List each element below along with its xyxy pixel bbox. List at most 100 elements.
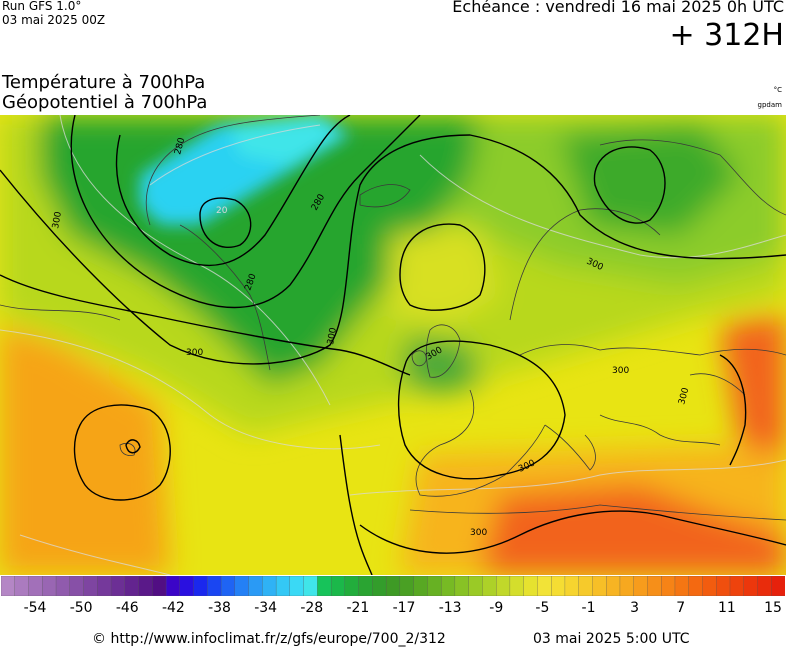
scale-swatch: [303, 576, 318, 596]
scale-tick-label: -38: [208, 600, 231, 616]
contour-300-north: [0, 134, 786, 365]
scale-swatch: [358, 576, 373, 596]
scale-swatch: [289, 576, 305, 596]
scale-swatch: [454, 576, 470, 596]
greenland-coast: [145, 115, 321, 226]
scale-swatch: [385, 576, 401, 596]
contour-300-south-west: [339, 434, 373, 575]
forecast-lead-time: + 312H: [669, 18, 785, 53]
isohypse-label: 300: [326, 327, 339, 346]
scandinavia-coast: [509, 208, 661, 321]
isotherm-label: 20: [216, 206, 228, 216]
isohypse-label: 300: [677, 386, 691, 405]
scale-swatch: [413, 576, 428, 596]
map-title-geopotential: Géopotentiel à 700hPa: [2, 92, 208, 113]
scale-swatch: [28, 576, 43, 596]
scale-tick-label: -42: [161, 600, 185, 616]
eastern-warm-zone: [720, 315, 786, 455]
scale-swatch: [743, 576, 758, 596]
black-sea-coast: [689, 373, 746, 396]
scale-swatch: [138, 576, 153, 596]
scale-swatch: [537, 576, 552, 596]
scale-swatch: [496, 576, 511, 596]
scale-swatch: [110, 576, 126, 596]
contour-300-atlantic: [0, 274, 411, 376]
iberia-france-coast: [415, 389, 546, 497]
contour-ridge-north-sea: [399, 223, 486, 311]
scale-tick-label: -17: [392, 600, 416, 616]
scale-swatch: [124, 576, 139, 596]
isohypse-label: 300: [51, 211, 64, 230]
contour-high-azores: [73, 404, 171, 501]
scale-swatch: [207, 576, 222, 596]
scale-tick-label: 3: [630, 600, 640, 616]
scale-swatch: [317, 576, 332, 596]
scale-swatch: [771, 576, 785, 596]
isohypse-label: 280: [173, 136, 187, 155]
scale-tick-label: -46: [115, 600, 139, 616]
contour-280-inner: [115, 115, 351, 267]
scale-tick-label: 7: [676, 600, 686, 616]
british-isles-coast: [425, 324, 461, 378]
contour-300-east: [719, 354, 747, 466]
model-run-date: 03 mai 2025 00Z: [2, 13, 106, 27]
temperature-color-scale: [1, 576, 785, 596]
generation-timestamp: 03 mai 2025 5:00 UTC: [533, 631, 690, 647]
scale-swatch: [440, 576, 456, 596]
scale-swatch: [193, 576, 208, 596]
scale-swatch: [592, 576, 607, 596]
scale-tick-label: -50: [69, 600, 93, 616]
contour-300-west-europe: [397, 340, 566, 480]
geopotential-contours: [0, 115, 786, 575]
scale-swatch: [220, 576, 236, 596]
scale-tick-label: 11: [717, 600, 736, 616]
copyright-url[interactable]: © http://www.infoclimat.fr/z/gfs/europe/…: [92, 631, 446, 647]
scale-swatch: [55, 576, 71, 596]
scale-tick-label: -9: [489, 600, 504, 616]
scale-tick-label: -5: [535, 600, 550, 616]
north-africa-coast: [409, 504, 786, 521]
scale-swatch: [69, 576, 84, 596]
scale-swatch: [509, 576, 525, 596]
temperature-unit-label: °C: [773, 86, 782, 94]
russia-arctic-coast: [599, 139, 786, 216]
scale-swatch: [234, 576, 250, 596]
scale-tick-label: -13: [438, 600, 462, 616]
scale-swatch: [14, 576, 29, 596]
scale-swatch: [399, 576, 415, 596]
scale-swatch: [275, 576, 291, 596]
scale-swatch: [729, 576, 745, 596]
temperature-field: [0, 115, 786, 575]
scale-swatch: [83, 576, 98, 596]
scale-swatch: [564, 576, 580, 596]
scale-swatch: [674, 576, 690, 596]
scale-swatch: [619, 576, 635, 596]
azores-island: [119, 442, 136, 456]
balkans-coast: [599, 414, 721, 446]
map-title-temperature: Température à 700hPa: [2, 72, 206, 93]
scale-swatch: [647, 576, 662, 596]
isohypse-label: 300: [186, 348, 203, 358]
scale-swatch: [468, 576, 483, 596]
scale-swatch: [633, 576, 648, 596]
scale-tick-label: -28: [300, 600, 324, 616]
scale-tick-label: 15: [764, 600, 782, 616]
scale-swatch: [97, 576, 112, 596]
scale-swatch: [330, 576, 346, 596]
geopotential-unit-label: gpdam: [757, 101, 782, 109]
scale-swatch: [702, 576, 717, 596]
contour-280-outer: [70, 115, 421, 309]
italy-coast: [544, 424, 596, 471]
ireland-coast: [411, 350, 427, 367]
scale-swatch: [523, 576, 538, 596]
contour-high-azores-core: [125, 439, 141, 454]
scale-tick-label: -54: [23, 600, 47, 616]
scale-tick-label: -1: [581, 600, 596, 616]
scale-swatch: [482, 576, 497, 596]
isohypse-label: 300: [470, 528, 487, 538]
forecast-valid-time: Echéance : vendredi 16 mai 2025 0h UTC: [452, 0, 784, 16]
scale-swatch: [262, 576, 277, 596]
scale-tick-label: -34: [254, 600, 278, 616]
scale-swatch: [42, 576, 57, 596]
scale-swatch: [1, 576, 16, 596]
